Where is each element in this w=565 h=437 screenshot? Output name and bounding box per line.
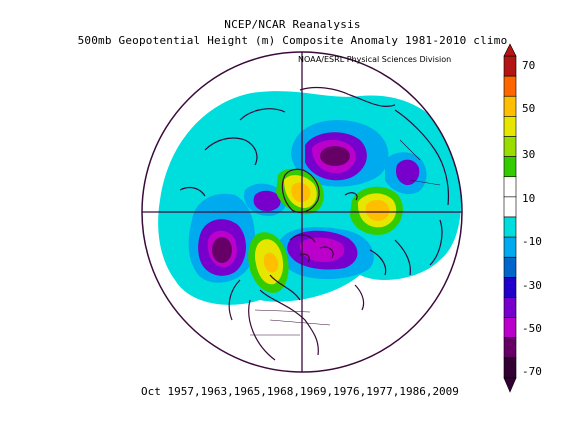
colorbar-label: -70 (522, 365, 542, 378)
colorbar-swatch (503, 95, 517, 117)
colorbar-swatch (503, 357, 517, 379)
colorbar-swatch (503, 337, 517, 359)
anomaly-field (158, 91, 462, 305)
pos-anomaly-greenland-orange (291, 182, 311, 203)
neg-center-siberia-core (320, 146, 350, 166)
colorbar-swatch (503, 196, 517, 218)
coast-misc (179, 186, 387, 311)
colorbar-swatch (503, 317, 517, 339)
colorbar-swatch (503, 75, 517, 97)
colorbar-min-arrow (503, 377, 517, 393)
colorbar-swatch (503, 116, 517, 137)
colorbar-label: 10 (522, 192, 536, 205)
colorbar-label: -10 (522, 235, 542, 248)
colorbar-swatch (503, 136, 517, 157)
coast-asia (394, 109, 450, 276)
colorbar-swatch (503, 55, 517, 77)
coast-greenland (281, 168, 320, 213)
coast-europe (204, 86, 396, 166)
pos-anomaly-asia-orange (365, 199, 390, 221)
colorbar-label: 50 (522, 102, 536, 115)
colorbar-label: -50 (522, 322, 542, 335)
coast-arctic-islands (289, 192, 358, 263)
pos-anomaly-canada-orange (263, 252, 279, 273)
colorbar-max-arrow (503, 43, 517, 57)
neg-center-east-purple (396, 159, 420, 186)
country-borders (250, 139, 441, 336)
colorbar (503, 43, 517, 393)
colorbar-swatch (503, 156, 517, 178)
colorbar-swatch (503, 236, 517, 258)
colorbar-swatch (503, 297, 517, 318)
credit-label: NOAA/ESRL Physical Sciences Division (298, 55, 452, 64)
colorbar-label: 30 (522, 148, 536, 161)
neg-center-north-purple (253, 190, 281, 212)
title-line-1: NCEP/NCAR Reanalysis (224, 18, 361, 31)
colorbar-swatch (503, 176, 517, 198)
colorbar-swatch (503, 256, 517, 278)
colorbar-swatch (503, 216, 517, 238)
neg-center-atlantic-core (212, 237, 232, 263)
colorbar-swatch (503, 277, 517, 298)
coastlines (179, 86, 450, 361)
coast-north-america (228, 274, 319, 361)
composite-years-caption: Oct 1957,1963,1965,1968,1969,1976,1977,1… (141, 385, 459, 398)
colorbar-label: -30 (522, 279, 542, 292)
colorbar-label: 70 (522, 59, 536, 72)
title-line-2: 500mb Geopotential Height (m) Composite … (77, 34, 508, 47)
